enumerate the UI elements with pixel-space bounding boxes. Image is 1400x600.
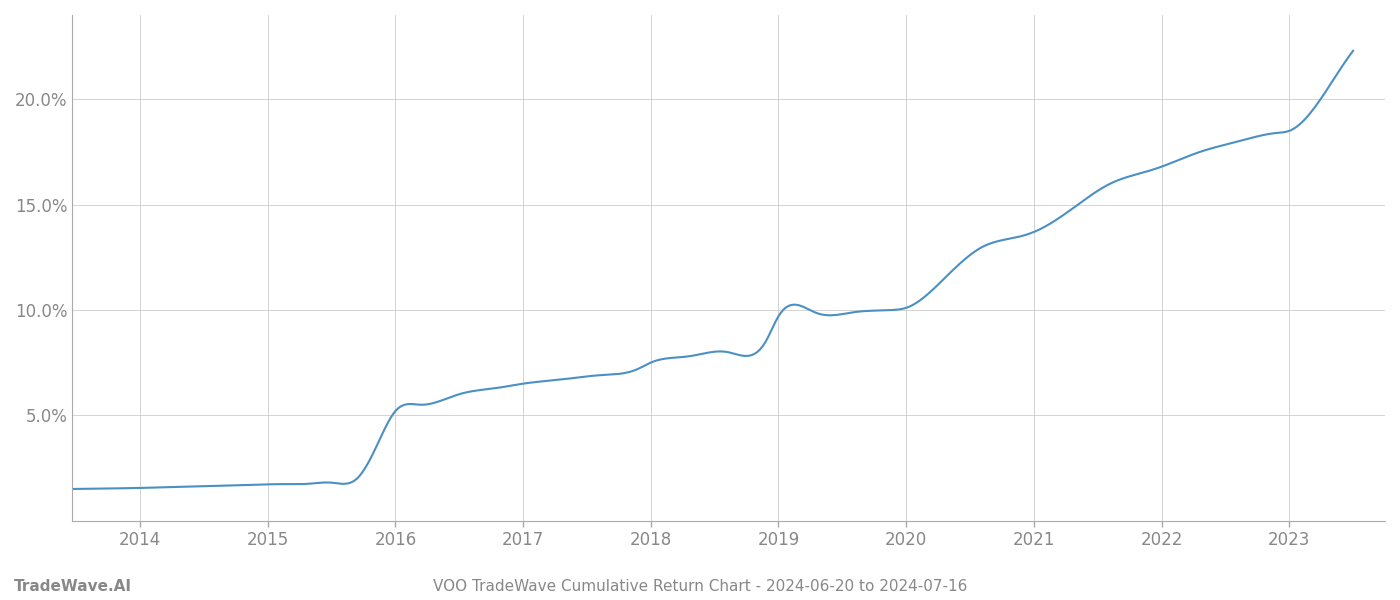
Text: TradeWave.AI: TradeWave.AI [14,579,132,594]
Text: VOO TradeWave Cumulative Return Chart - 2024-06-20 to 2024-07-16: VOO TradeWave Cumulative Return Chart - … [433,579,967,594]
